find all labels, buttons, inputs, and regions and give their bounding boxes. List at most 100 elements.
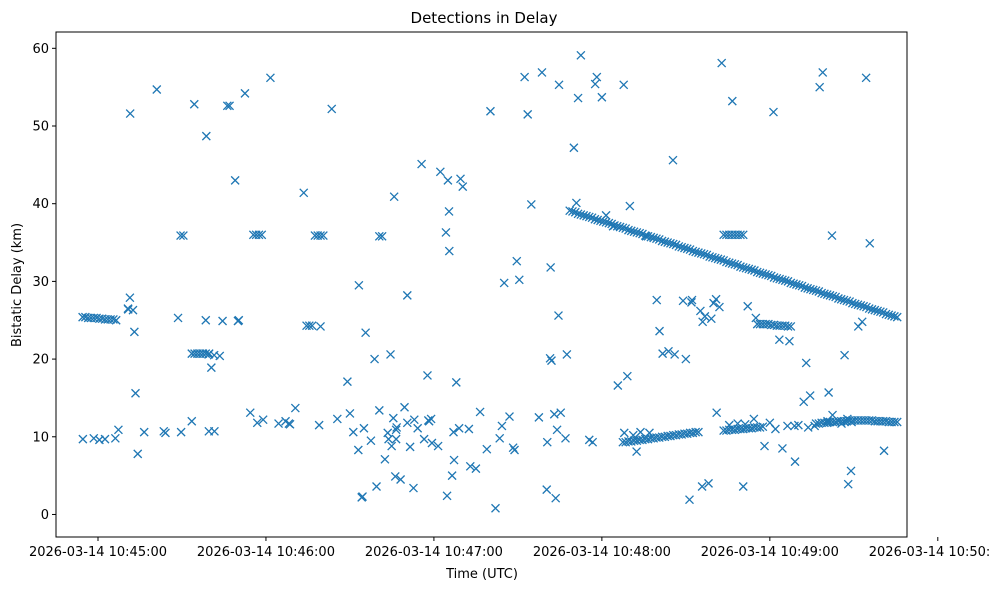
data-point-x-marker: [160, 428, 170, 438]
data-point-x-marker: [176, 231, 186, 241]
data-point-x-marker: [645, 428, 654, 438]
data-point-x-marker: [811, 286, 821, 296]
data-point-x-marker: [390, 471, 400, 481]
data-point-x-marker: [201, 131, 211, 141]
data-point-x-marker: [892, 312, 902, 322]
data-point-x-marker: [546, 262, 556, 272]
data-point-x-marker: [258, 415, 268, 425]
data-point-x-marker: [318, 231, 328, 241]
data-point-x-marker: [654, 234, 664, 244]
data-point-x-marker: [176, 427, 186, 437]
data-point-x-marker: [716, 255, 726, 265]
data-point-x-marker: [384, 434, 394, 444]
data-point-x-marker: [348, 427, 358, 437]
data-point-x-marker: [887, 311, 897, 321]
data-point-x-marker: [687, 295, 697, 305]
data-point-x-marker: [678, 296, 688, 306]
data-point-x-marker: [657, 236, 667, 246]
data-point-x-marker: [751, 313, 761, 323]
data-point-x-marker: [419, 434, 429, 444]
y-tick-label: 30: [32, 275, 49, 290]
data-point-x-marker: [711, 294, 721, 304]
data-point-x-marker: [628, 430, 638, 440]
data-point-x-marker: [568, 207, 577, 216]
data-point-x-marker: [727, 259, 737, 268]
data-point-x-marker: [790, 457, 800, 467]
data-point-x-marker: [702, 250, 712, 260]
data-point-x-marker: [755, 268, 765, 278]
data-point-x-marker: [691, 427, 701, 437]
data-point-x-marker: [299, 188, 309, 198]
data-point-x-marker: [435, 167, 445, 177]
data-point-x-marker: [824, 388, 834, 397]
data-point-x-marker: [551, 493, 561, 503]
data-point-x-marker: [570, 207, 580, 217]
data-point-x-marker: [542, 485, 552, 495]
data-point-x-marker: [402, 418, 412, 428]
data-point-x-marker: [587, 213, 597, 223]
data-point-x-marker: [441, 227, 451, 237]
data-point-x-marker: [671, 240, 681, 250]
chart-title: Detections in Delay: [411, 9, 558, 27]
data-point-x-marker: [738, 230, 748, 240]
y-tick-label: 20: [32, 353, 49, 368]
data-point-x-marker: [693, 248, 703, 258]
data-point-x-marker: [508, 443, 518, 453]
data-point-x-marker: [833, 294, 843, 303]
data-point-x-marker: [372, 482, 381, 491]
data-point-x-marker: [569, 143, 579, 153]
data-point-x-marker: [505, 412, 514, 422]
data-point-x-marker: [777, 275, 787, 285]
data-point-x-marker: [582, 211, 591, 221]
data-point-x-marker: [424, 416, 434, 426]
data-point-x-marker: [651, 234, 661, 244]
data-point-x-marker: [201, 315, 211, 325]
data-point-x-marker: [604, 218, 614, 228]
data-point-x-marker: [562, 349, 572, 359]
data-point-x-marker: [857, 317, 867, 327]
data-point-x-marker: [327, 104, 337, 114]
data-point-x-marker: [454, 423, 464, 433]
data-point-x-marker: [427, 438, 437, 448]
data-point-x-marker: [697, 482, 707, 491]
data-point-x-marker: [846, 466, 856, 476]
data-point-x-marker: [879, 446, 889, 456]
data-point-x-marker: [374, 405, 384, 415]
data-point-x-marker: [465, 461, 475, 471]
data-point-x-marker: [561, 433, 570, 443]
data-point-x-marker: [842, 414, 852, 424]
data-point-x-marker: [766, 271, 776, 281]
data-point-x-marker: [332, 414, 342, 424]
data-point-x-marker: [735, 262, 745, 272]
data-point-x-marker: [417, 159, 427, 169]
data-point-x-marker: [593, 215, 603, 225]
data-point-x-marker: [847, 417, 857, 427]
data-point-x-marker: [845, 297, 855, 307]
x-tick-label: 2026-03-14 10:46:00: [197, 545, 335, 560]
data-point-x-marker: [685, 245, 695, 254]
data-point-x-marker: [635, 228, 645, 238]
x-tick-label: 2026-03-14 10:47:00: [365, 545, 503, 560]
data-point-x-marker: [783, 421, 792, 431]
data-point-x-marker: [780, 276, 790, 286]
data-point-x-marker: [709, 298, 719, 308]
data-point-x-marker: [201, 349, 211, 359]
data-point-x-marker: [847, 298, 857, 308]
data-point-x-marker: [704, 478, 713, 488]
data-point-x-marker: [758, 269, 768, 279]
data-point-x-marker: [413, 423, 423, 433]
data-point-x-marker: [730, 259, 740, 269]
data-point-x-marker: [878, 308, 888, 317]
data-point-x-marker: [873, 306, 883, 316]
data-point-x-marker: [724, 258, 734, 268]
data-point-x-marker: [547, 356, 556, 366]
data-point-x-marker: [641, 231, 651, 241]
data-point-x-marker: [714, 302, 724, 312]
data-point-x-marker: [139, 427, 149, 437]
data-point-x-marker: [760, 441, 769, 451]
data-point-x-marker: [178, 231, 188, 241]
data-point-x-marker: [695, 306, 705, 316]
data-point-x-marker: [534, 412, 544, 422]
